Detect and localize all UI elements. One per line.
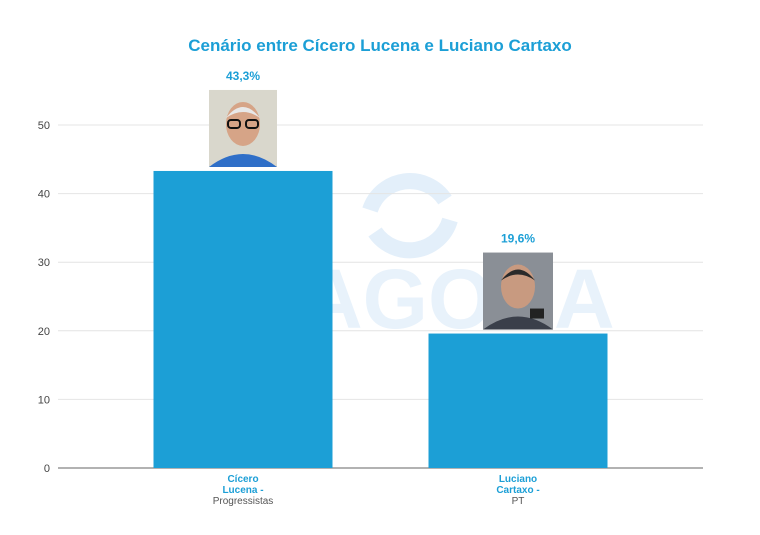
y-tick-label: 0 <box>44 463 50 475</box>
data-label: 19,6% <box>501 232 535 246</box>
x-tick-label: PT <box>512 496 525 507</box>
bar <box>153 170 333 468</box>
y-tick-label: 40 <box>38 189 50 201</box>
x-tick-label: Cícero <box>227 474 258 485</box>
y-tick-label: 30 <box>38 257 50 269</box>
x-tick-label: Cartaxo - <box>496 485 539 496</box>
circular-arrows-icon <box>362 173 458 259</box>
data-label: 43,3% <box>226 69 260 83</box>
portrait-photo <box>209 89 277 167</box>
x-tick-label: Progressistas <box>213 496 274 507</box>
portrait-photo <box>483 252 553 330</box>
x-tick-label: Luciano <box>499 474 537 485</box>
bar <box>428 333 608 468</box>
y-tick-label: 50 <box>38 120 50 132</box>
chart-title: Cenário entre Cícero Lucena e Luciano Ca… <box>188 36 572 55</box>
x-tick-label: Lucena - <box>222 485 263 496</box>
y-tick-label: 20 <box>38 326 50 338</box>
y-tick-label: 10 <box>38 394 50 406</box>
